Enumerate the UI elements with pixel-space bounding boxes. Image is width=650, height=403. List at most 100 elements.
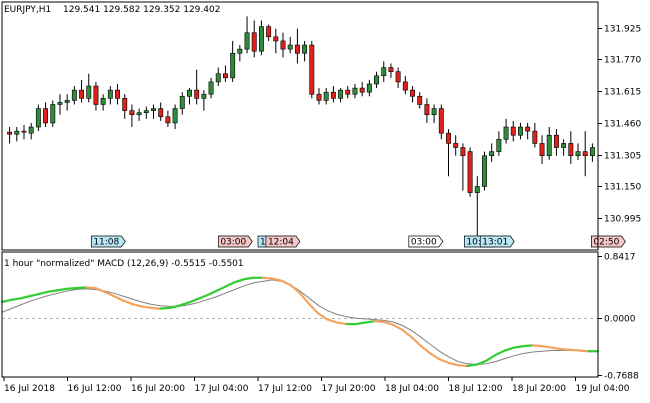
macd-line-segment — [326, 318, 339, 324]
macd-lines — [0, 276, 600, 368]
candle-body — [496, 139, 502, 152]
macd-line-segment — [224, 281, 236, 288]
candle-body — [151, 108, 156, 111]
candle-body — [395, 71, 401, 83]
session-marker-label: 11:08 — [93, 238, 119, 248]
candle-body — [517, 126, 523, 136]
candle-body — [122, 98, 128, 111]
price-tick-label: 131.460 — [604, 120, 641, 130]
time-tick-label: 19 Jul 04:00 — [576, 384, 630, 394]
macd-line-segment — [177, 301, 190, 307]
candle-body — [510, 126, 516, 136]
candle-body — [316, 93, 322, 101]
candle-body — [345, 89, 351, 95]
candle-body — [460, 147, 466, 157]
candle-body — [338, 89, 344, 99]
macd-line-segment — [354, 321, 367, 326]
candle-body — [222, 73, 228, 79]
symbol-label: EURJPY,H1 — [4, 5, 51, 15]
price-tick-label: 131.925 — [604, 25, 641, 35]
macd-line-segment — [131, 303, 143, 308]
macd-line-segment — [578, 349, 590, 353]
macd-line-segment — [38, 290, 50, 296]
macd-line-segment — [494, 349, 506, 357]
macd-line-segment — [457, 364, 469, 368]
candle-body — [467, 151, 473, 193]
time-tick-label: 16 Jul 2018 — [4, 384, 55, 394]
candle-body — [273, 36, 279, 42]
price-tick-label: 131.770 — [604, 56, 641, 66]
candle-body — [21, 130, 27, 133]
macd-line-segment — [475, 359, 488, 366]
candle-body — [388, 67, 394, 72]
time-tick-label: 18 Jul 20:00 — [512, 384, 566, 394]
session-marker-tag — [591, 235, 626, 248]
session-marker-tag — [217, 235, 253, 248]
macd-line-segment — [289, 283, 302, 295]
macd-panel-frame — [1, 251, 599, 378]
candle-body — [35, 108, 41, 128]
candle-body — [280, 40, 286, 50]
candle-body — [251, 32, 257, 52]
macd-line-segment — [47, 289, 59, 293]
candle-body — [93, 85, 99, 105]
candle-body — [14, 130, 20, 135]
candle-body — [402, 81, 408, 91]
macd-line-segment — [364, 320, 376, 324]
candle-body — [482, 155, 487, 187]
session-marker-label: 13:01 — [482, 238, 508, 248]
candle-body — [582, 151, 588, 157]
macd-line-segment — [280, 279, 292, 287]
candle-body — [7, 131, 13, 135]
macd-line-segment — [317, 312, 330, 321]
macd-line-segment — [149, 306, 162, 310]
candle-body — [43, 108, 49, 124]
macd-line-segment — [196, 294, 208, 301]
price-axis: 131.925 131.770 131.615 131.460 131.305 131.1… — [598, 25, 641, 225]
price-panel-frame — [1, 1, 599, 251]
candle-body — [381, 67, 387, 77]
candle-body — [525, 126, 531, 132]
candle-body — [258, 26, 264, 52]
session-marker-label: 10:00 — [466, 238, 492, 248]
macd-line-segment — [401, 328, 413, 339]
candle-body — [424, 104, 430, 116]
macd-line-segment — [541, 345, 553, 349]
macd-line-segment — [56, 287, 69, 292]
macd-line-segment — [28, 292, 41, 298]
candle-body — [266, 26, 272, 38]
macd-line-segment — [121, 299, 134, 306]
candle-body — [107, 89, 113, 99]
macd-line-segment — [0, 298, 13, 304]
macd-line-segment — [392, 323, 404, 332]
candle-body — [179, 95, 185, 109]
candle-body — [374, 75, 380, 85]
price-tick-label: 131.150 — [604, 183, 641, 193]
candle-body — [194, 89, 200, 99]
candle-body — [115, 89, 120, 99]
candle-body — [172, 108, 178, 124]
macd-line-segment — [66, 286, 78, 290]
candle-body — [215, 73, 221, 83]
candle-body — [474, 186, 480, 193]
session-marker-tag — [479, 235, 515, 248]
macd-line-segment — [550, 346, 562, 351]
macd-line-segment — [522, 344, 534, 348]
session-marker-label: 12:04 — [268, 238, 294, 248]
macd-line-segment — [298, 292, 311, 306]
candle-body — [64, 100, 70, 103]
macd-tick-label: 0.0000 — [604, 315, 636, 325]
macd-tick-label: 0.8417 — [604, 253, 636, 263]
candle-body — [568, 143, 574, 157]
candle-body — [230, 52, 236, 79]
price-candles — [7, 16, 595, 236]
candle-body — [489, 151, 495, 157]
macd-line-segment — [485, 353, 497, 362]
candle-body — [86, 85, 92, 99]
macd-line-segment — [75, 286, 87, 290]
macd-line-segment — [531, 344, 544, 348]
macd-line-segment — [168, 304, 181, 309]
